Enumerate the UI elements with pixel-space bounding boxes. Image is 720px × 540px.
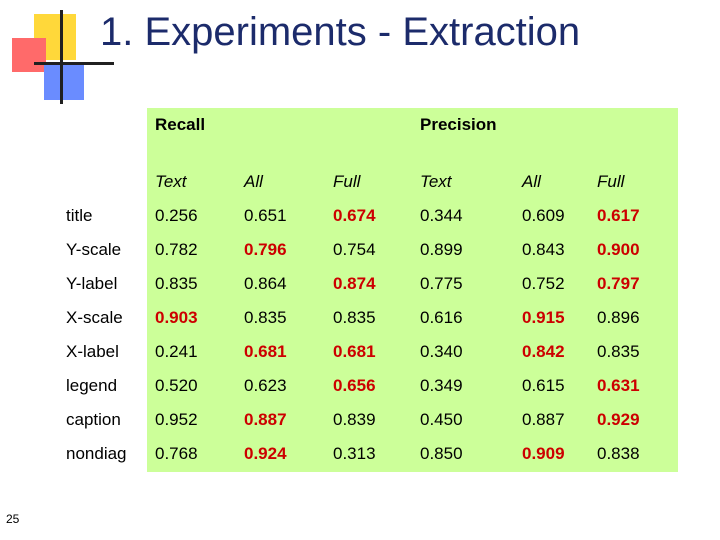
table-cell: 0.835 <box>333 308 376 327</box>
row-label: title <box>66 206 93 225</box>
table-cell: 0.842 <box>522 342 565 361</box>
subheader-precision-all: All <box>522 172 541 191</box>
table-cell: 0.839 <box>333 410 376 429</box>
header-recall: Recall <box>155 115 206 134</box>
table-cell: 0.775 <box>420 274 463 293</box>
table-cell: 0.900 <box>597 240 640 259</box>
table-cell: 0.681 <box>333 342 376 361</box>
table-cell: 0.887 <box>244 410 287 429</box>
table-cell: 0.674 <box>333 206 376 225</box>
table-cell: 0.256 <box>155 206 198 225</box>
table-cell: 0.797 <box>597 274 640 293</box>
table-cell: 0.450 <box>420 410 463 429</box>
table-cell: 0.887 <box>522 410 565 429</box>
table-cell: 0.631 <box>597 376 640 395</box>
table-row: X-scale 0.903 0.835 0.835 0.616 0.915 0.896 <box>0 308 720 338</box>
table-cell: 0.241 <box>155 342 198 361</box>
table-cell: 0.929 <box>597 410 640 429</box>
table-cell: 0.843 <box>522 240 565 259</box>
row-label: caption <box>66 410 121 429</box>
table-cell: 0.651 <box>244 206 287 225</box>
table-cell: 0.874 <box>333 274 376 293</box>
table-cell: 0.754 <box>333 240 376 259</box>
page-number: 25 <box>6 512 20 526</box>
table-cell: 0.835 <box>155 274 198 293</box>
subheader-recall-all: All <box>244 172 263 191</box>
subheader-recall-text: Text <box>155 172 187 191</box>
table-cell: 0.796 <box>244 240 287 259</box>
table-row: caption 0.952 0.887 0.839 0.450 0.887 0.929 <box>0 410 720 440</box>
table-cell: 0.349 <box>420 376 463 395</box>
table-cell: 0.344 <box>420 206 463 225</box>
row-label: Y-scale <box>66 240 122 259</box>
row-label: X-label <box>66 342 119 361</box>
subheader-recall-full: Full <box>333 172 361 191</box>
table-row: legend 0.520 0.623 0.656 0.349 0.615 0.631 <box>0 376 720 406</box>
subheader-precision-text: Text <box>420 172 452 191</box>
table-cell: 0.896 <box>597 308 640 327</box>
decor-red-square <box>12 38 46 72</box>
table-row: Y-label 0.835 0.864 0.874 0.775 0.752 0.797 <box>0 274 720 304</box>
table-row: nondiag 0.768 0.924 0.313 0.850 0.909 0.838 <box>0 444 720 474</box>
table-row: Y-scale 0.782 0.796 0.754 0.899 0.843 0.900 <box>0 240 720 270</box>
row-label: Y-label <box>66 274 118 293</box>
table-cell: 0.752 <box>522 274 565 293</box>
slide-title: 1. Experiments - Extraction <box>100 10 581 54</box>
table-cell: 0.656 <box>333 376 376 395</box>
table-cell: 0.899 <box>420 240 463 259</box>
table-row: X-label 0.241 0.681 0.681 0.340 0.842 0.835 <box>0 342 720 372</box>
decor-vertical-line <box>60 10 63 104</box>
table-cell: 0.850 <box>420 444 463 463</box>
table-cell: 0.617 <box>597 206 640 225</box>
results-panel <box>147 108 678 472</box>
table-cell: 0.615 <box>522 376 565 395</box>
table-row: title 0.256 0.651 0.674 0.344 0.609 0.617 <box>0 206 720 236</box>
table-cell: 0.835 <box>597 342 640 361</box>
row-label: nondiag <box>66 444 127 463</box>
row-label: legend <box>66 376 118 395</box>
decor-horizontal-line <box>34 62 114 65</box>
table-cell: 0.768 <box>155 444 198 463</box>
decor-blue-square <box>44 62 84 100</box>
table-cell: 0.681 <box>244 342 287 361</box>
table-cell: 0.903 <box>155 308 198 327</box>
table-cell: 0.782 <box>155 240 198 259</box>
row-label: X-scale <box>66 308 123 327</box>
table-cell: 0.616 <box>420 308 463 327</box>
table-cell: 0.609 <box>522 206 565 225</box>
table-cell: 0.952 <box>155 410 198 429</box>
table-cell: 0.924 <box>244 444 287 463</box>
table-cell: 0.520 <box>155 376 198 395</box>
table-cell: 0.623 <box>244 376 287 395</box>
table-cell: 0.909 <box>522 444 565 463</box>
table-cell: 0.340 <box>420 342 463 361</box>
table-cell: 0.838 <box>597 444 640 463</box>
table-cell: 0.835 <box>244 308 287 327</box>
table-cell: 0.313 <box>333 444 376 463</box>
table-cell: 0.915 <box>522 308 565 327</box>
header-precision: Precision <box>420 115 497 134</box>
table-cell: 0.864 <box>244 274 287 293</box>
subheader-precision-full: Full <box>597 172 625 191</box>
